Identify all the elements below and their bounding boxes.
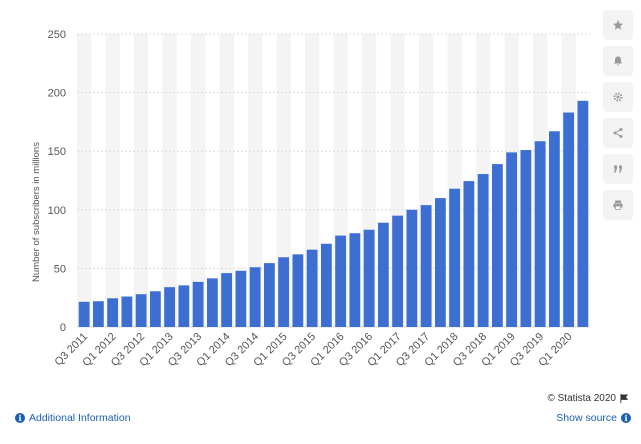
- y-tick-label: 250: [48, 29, 66, 41]
- print-button[interactable]: [603, 190, 633, 220]
- y-axis-ticks: 0 50 100 150 200 250: [48, 29, 66, 334]
- bar[interactable]: [548, 131, 560, 327]
- gear-icon: [613, 92, 623, 102]
- bar[interactable]: [121, 296, 133, 327]
- additional-information-label: Additional Information: [29, 412, 131, 424]
- flag-icon: [620, 394, 629, 403]
- show-source-link[interactable]: Show source i: [556, 412, 631, 424]
- bar[interactable]: [506, 152, 518, 327]
- bell-icon: [614, 56, 622, 66]
- bar[interactable]: [278, 257, 290, 327]
- bar[interactable]: [320, 243, 332, 327]
- background-band: [162, 34, 177, 327]
- background-band: [77, 34, 92, 327]
- bar[interactable]: [192, 281, 204, 327]
- bar[interactable]: [263, 263, 275, 327]
- bar[interactable]: [135, 294, 147, 327]
- share-button[interactable]: [603, 118, 633, 148]
- background-band: [191, 34, 206, 327]
- share-icon: [613, 128, 623, 138]
- bar[interactable]: [178, 285, 190, 327]
- background-band: [219, 34, 234, 327]
- bar[interactable]: [577, 100, 589, 327]
- bar[interactable]: [107, 298, 119, 327]
- bar[interactable]: [335, 235, 347, 327]
- bar[interactable]: [477, 174, 489, 327]
- y-tick-label: 100: [48, 205, 66, 217]
- bar[interactable]: [520, 150, 532, 327]
- cite-button[interactable]: [603, 154, 633, 184]
- bar[interactable]: [534, 141, 546, 327]
- y-tick-label: 0: [60, 322, 66, 334]
- bar[interactable]: [449, 188, 461, 327]
- bar[interactable]: [563, 112, 575, 327]
- bar[interactable]: [463, 181, 475, 327]
- favorite-button[interactable]: [603, 10, 633, 40]
- bar[interactable]: [377, 222, 389, 327]
- bar[interactable]: [392, 215, 404, 327]
- bar[interactable]: [164, 287, 176, 327]
- print-icon: [613, 200, 623, 210]
- bar[interactable]: [235, 270, 247, 327]
- info-icon: i: [15, 413, 25, 423]
- bar[interactable]: [249, 267, 261, 327]
- bar[interactable]: [292, 254, 304, 327]
- bar[interactable]: [491, 164, 503, 327]
- bar[interactable]: [434, 198, 446, 327]
- settings-button[interactable]: [603, 82, 633, 112]
- bar[interactable]: [92, 301, 104, 327]
- background-band: [134, 34, 149, 327]
- info-icon: i: [621, 413, 631, 423]
- y-tick-label: 50: [54, 263, 66, 275]
- background-band: [105, 34, 120, 327]
- y-axis-title: Number of subscribers in millions: [31, 142, 42, 282]
- y-tick-label: 150: [48, 146, 66, 158]
- background-band: [248, 34, 263, 327]
- star-icon: [613, 20, 623, 30]
- bar[interactable]: [306, 249, 318, 327]
- quote-icon: [614, 165, 622, 173]
- bar[interactable]: [78, 301, 90, 327]
- bar[interactable]: [420, 205, 432, 327]
- bar[interactable]: [349, 233, 361, 327]
- chart-toolbar: [603, 10, 635, 226]
- background-band: [276, 34, 291, 327]
- notification-button[interactable]: [603, 46, 633, 76]
- additional-information-link[interactable]: i Additional Information: [15, 412, 131, 424]
- bars: [78, 100, 589, 327]
- bar[interactable]: [221, 273, 233, 327]
- y-tick-label: 200: [48, 88, 66, 100]
- bar[interactable]: [406, 209, 418, 327]
- gridlines: [77, 33, 590, 328]
- bar[interactable]: [363, 229, 375, 327]
- bar[interactable]: [206, 278, 218, 327]
- show-source-label: Show source: [556, 412, 617, 424]
- credit-text: © Statista 2020: [547, 393, 616, 404]
- statista-credit[interactable]: © Statista 2020: [547, 393, 629, 404]
- bar[interactable]: [149, 291, 161, 327]
